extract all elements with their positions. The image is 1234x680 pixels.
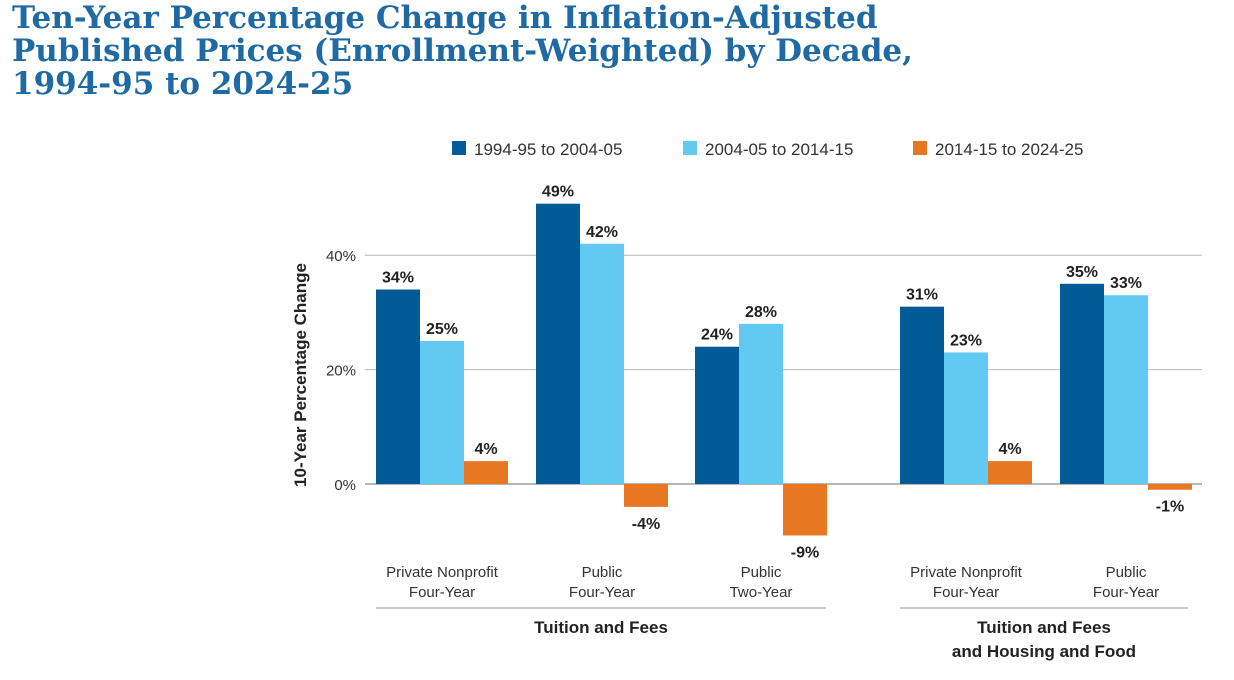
category-label: Two-Year	[730, 584, 793, 601]
bar	[695, 346, 739, 484]
data-label: 23%	[950, 332, 982, 349]
data-label: 28%	[745, 304, 777, 321]
legend: 1994-95 to 2004-05 2004-05 to 2014-15 2014…	[452, 140, 1083, 159]
data-label: 25%	[426, 321, 458, 338]
chart-title-line: 1994-95 to 2024-25	[12, 66, 354, 102]
bar	[464, 461, 508, 484]
bar	[1104, 295, 1148, 484]
data-label: -1%	[1156, 499, 1184, 516]
data-label: 4%	[474, 441, 497, 458]
group-label: and Housing and Food	[952, 642, 1136, 661]
bar	[988, 461, 1032, 484]
group-label: Tuition and Fees	[977, 618, 1111, 637]
legend-swatch	[452, 141, 466, 155]
category-label: Private Nonprofit	[910, 564, 1023, 581]
data-label: 35%	[1066, 264, 1098, 281]
y-tick-label: 20%	[326, 363, 356, 380]
y-tick-label: 40%	[326, 248, 356, 265]
category-label: Four-Year	[409, 584, 475, 601]
y-axis-title: 10-Year Percentage Change	[291, 263, 310, 487]
data-label: 4%	[998, 441, 1021, 458]
bar	[1060, 283, 1104, 484]
bar	[783, 484, 827, 536]
data-label: 31%	[906, 287, 938, 304]
bar	[739, 323, 783, 484]
data-label: -9%	[791, 544, 819, 561]
bar	[944, 352, 988, 484]
bar	[580, 243, 624, 484]
bar	[536, 203, 580, 484]
chart-title-line: Ten-Year Percentage Change in Inflation-…	[12, 0, 878, 36]
data-label: 34%	[382, 270, 414, 287]
legend-swatch	[913, 141, 927, 155]
data-label: 42%	[586, 224, 618, 241]
data-label: -4%	[632, 516, 660, 533]
legend-label: 2004-05 to 2014-15	[705, 140, 853, 159]
category-label: Public	[1106, 564, 1147, 581]
data-label: 49%	[542, 184, 574, 201]
bars: 34% 49% 24% 31% 35% 25% 42% 28% 23% 33% 4% -4% -9% 4%…	[376, 184, 1192, 561]
axes: 0% 20% 40% 10-Year Percentage Change Private…	[291, 248, 1188, 661]
bar	[900, 306, 944, 484]
bar	[420, 341, 464, 484]
category-label: Four-Year	[1093, 584, 1159, 601]
legend-label: 2014-15 to 2024-25	[935, 140, 1083, 159]
data-label: 24%	[701, 327, 733, 344]
y-tick-label: 0%	[334, 477, 356, 494]
category-label: Public	[582, 564, 623, 581]
chart-title-line: Published Prices (Enrollment-Weighted) b…	[12, 33, 913, 69]
bar	[624, 484, 668, 507]
category-label: Private Nonprofit	[386, 564, 499, 581]
bar	[1148, 484, 1192, 490]
group-label: Tuition and Fees	[534, 618, 668, 637]
category-label: Four-Year	[933, 584, 999, 601]
legend-swatch	[683, 141, 697, 155]
data-label: 33%	[1110, 275, 1142, 292]
category-label: Four-Year	[569, 584, 635, 601]
bar	[376, 289, 420, 484]
category-label: Public	[741, 564, 782, 581]
chart-title: Ten-Year Percentage Change in Inflation-…	[12, 2, 1012, 101]
legend-label: 1994-95 to 2004-05	[474, 140, 622, 159]
